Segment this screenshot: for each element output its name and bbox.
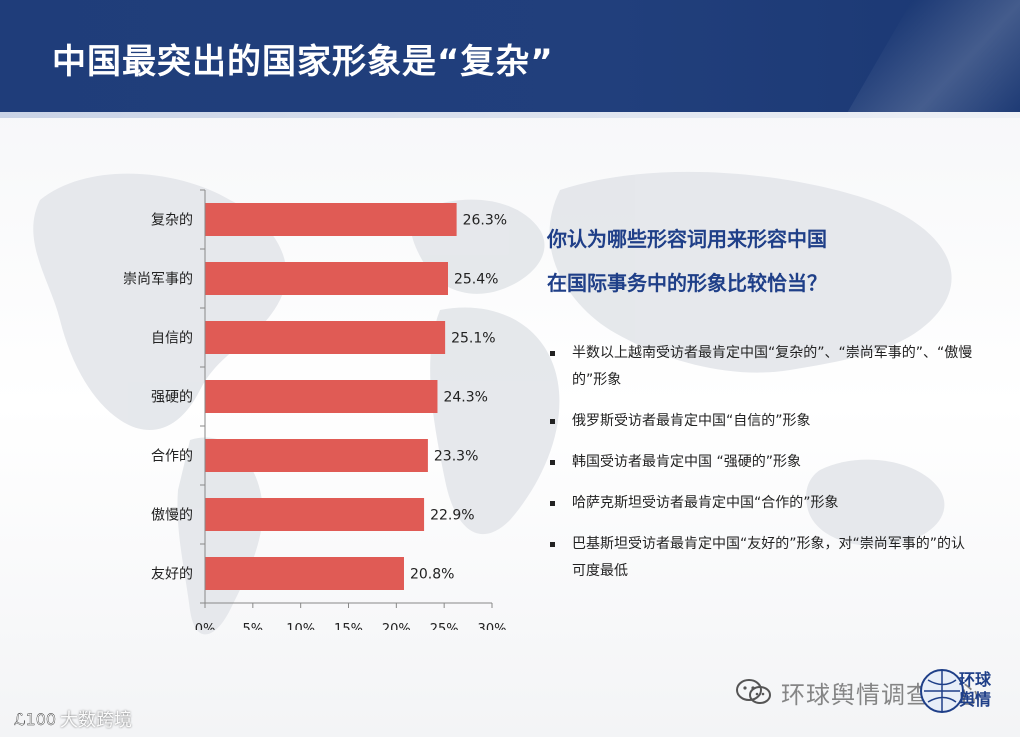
logo-text: 环球舆情 xyxy=(958,670,991,709)
header-shine xyxy=(847,0,1020,112)
brand-mark-text: ℒ100 xyxy=(14,710,56,729)
square-bullet-icon xyxy=(550,501,555,506)
findings-list: 半数以上越南受访者最肯定中国“复杂的”、“崇尚军事的”、“傲慢的”形象 俄罗斯受… xyxy=(548,340,978,599)
category-label: 自信的 xyxy=(151,331,193,347)
question-line-1: 你认为哪些形容词用来形容中国 xyxy=(547,227,827,251)
axis-layer xyxy=(200,189,493,608)
source-watermark: ℒ100 大数跨境 xyxy=(12,706,132,732)
wechat-icon xyxy=(736,679,771,704)
bars-layer xyxy=(205,203,457,590)
finding-item: 韩国受访者最肯定中国 “强硬的”形象 xyxy=(548,449,978,476)
finding-text: 巴基斯坦受访者最肯定中国“友好的”形象，对“崇尚军事的”的认可度最低 xyxy=(572,536,966,579)
value-label: 25.1% xyxy=(451,331,495,347)
bar-chart: 复杂的 26.3% 崇尚军事的 25.4% 自信的 25.1% 强硬的 24.3% 合作的 23.… xyxy=(123,189,507,631)
value-label: 25.4% xyxy=(454,272,498,288)
square-bullet-icon xyxy=(550,351,555,356)
brand-mark-icon: ℒ100 xyxy=(14,710,56,729)
bar xyxy=(205,321,446,354)
finding-item: 半数以上越南受访者最肯定中国“复杂的”、“崇尚军事的”、“傲慢的”形象 xyxy=(548,340,978,394)
x-tick-label: 30% xyxy=(478,622,507,630)
x-tick-label: 25% xyxy=(430,622,459,630)
header-banner: 中国最突出的国家形象是“复杂” xyxy=(0,0,1020,112)
watermark-left-text: 大数跨境 xyxy=(60,710,132,731)
category-label: 合作的 xyxy=(151,449,193,465)
category-label: 强硬的 xyxy=(151,390,193,406)
finding-item: 俄罗斯受访者最肯定中国“自信的”形象 xyxy=(548,408,978,435)
brand-logo: 环球舆情 xyxy=(918,666,998,716)
value-label: 26.3% xyxy=(463,213,507,229)
bar xyxy=(205,380,438,413)
world-map-background xyxy=(33,171,952,635)
value-label: 22.9% xyxy=(430,508,474,524)
bar xyxy=(205,557,404,590)
square-bullet-icon xyxy=(550,460,555,465)
header-stripe xyxy=(0,112,1020,118)
x-tick-label: 5% xyxy=(243,622,264,630)
finding-item: 哈萨克斯坦受访者最肯定中国“合作的”形象 xyxy=(548,490,978,517)
category-label: 友好的 xyxy=(151,567,193,583)
bar xyxy=(205,203,457,236)
square-bullet-icon xyxy=(550,542,555,547)
value-label: 24.3% xyxy=(443,390,487,406)
finding-text: 俄罗斯受访者最肯定中国“自信的”形象 xyxy=(572,413,811,429)
square-bullet-icon xyxy=(550,419,555,424)
x-tick-label: 20% xyxy=(382,622,411,630)
finding-text: 哈萨克斯坦受访者最肯定中国“合作的”形象 xyxy=(572,495,839,511)
finding-text: 半数以上越南受访者最肯定中国“复杂的”、“崇尚军事的”、“傲慢的”形象 xyxy=(572,345,973,388)
page-title: 中国最突出的国家形象是“复杂” xyxy=(52,42,554,82)
bar xyxy=(205,439,428,472)
x-tick-label: 15% xyxy=(334,622,363,630)
finding-text: 韩国受访者最肯定中国 “强硬的”形象 xyxy=(572,454,801,470)
x-tick-label: 10% xyxy=(286,622,315,630)
bar xyxy=(205,498,425,531)
category-label: 复杂的 xyxy=(151,212,193,229)
category-label: 傲慢的 xyxy=(151,507,193,524)
x-tick-label: 0% xyxy=(195,622,216,630)
category-label: 崇尚军事的 xyxy=(123,272,193,288)
value-label: 20.8% xyxy=(410,567,454,583)
value-label: 23.3% xyxy=(434,449,478,465)
bar xyxy=(205,262,448,295)
labels-layer: 复杂的 26.3% 崇尚军事的 25.4% 自信的 25.1% 强硬的 24.3% 合作的 23.… xyxy=(123,212,507,631)
question-block: 你认为哪些形容词用来形容中国 在国际事务中的形象比较恰当？ xyxy=(547,226,987,314)
question-line-2: 在国际事务中的形象比较恰当？ xyxy=(547,271,827,295)
globe-icon xyxy=(920,669,964,713)
finding-item: 巴基斯坦受访者最肯定中国“友好的”形象，对“崇尚军事的”的认可度最低 xyxy=(548,531,978,585)
